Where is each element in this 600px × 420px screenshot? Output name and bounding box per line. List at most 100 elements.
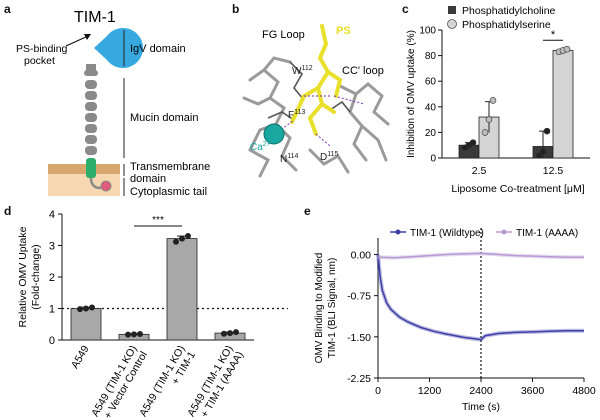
c-y-axis-label: Inhibition of OMV uptake (%): [406, 30, 417, 158]
e-y-tick-label: -0.75: [347, 291, 371, 303]
d-x-tick-label-line: A549: [69, 343, 92, 370]
d-y-tick-label: 4: [49, 209, 55, 221]
d-x-tick-label: A549: [69, 343, 92, 370]
calcium-ion: [263, 123, 285, 145]
n114-label: N114: [280, 153, 299, 165]
domain-igv: IgV domain: [130, 43, 186, 55]
c-x-tick-label: 12.5: [543, 165, 564, 177]
e-y-axis-label: OMV Binding to Modified: [314, 253, 325, 364]
ps-label: PS: [336, 25, 351, 37]
d-y-tick-label: 1: [49, 304, 55, 316]
protein-sticks-dark: [267, 61, 351, 121]
d-y-tick-label: 3: [49, 241, 55, 253]
d-data-point: [233, 329, 239, 336]
d-data-point: [173, 238, 179, 245]
tm-domain-shape: [86, 158, 96, 178]
membrane: [48, 164, 120, 174]
d-data-point: [227, 330, 233, 337]
c-y-tick-label: 80: [425, 51, 437, 62]
fg-loop-label: FG Loop: [262, 29, 305, 41]
c-legend-marker: [448, 6, 456, 14]
chart-d: 0 1 2 3 4 Relative OMV Uptake (Fold-change) A54…: [17, 209, 288, 420]
tim1-schematic: TIM-1 PS-binding pocket IgV domain Mucin…: [16, 9, 210, 198]
e-x-tick-label: 4800: [572, 385, 596, 397]
igv-domain-shape: [94, 28, 143, 68]
pocket-arrow: [65, 35, 89, 47]
c-data-point: [481, 129, 489, 136]
panel-label-d: d: [4, 204, 12, 218]
e-y-tick-label: -1.50: [347, 332, 371, 344]
d-y-tick-label: 0: [49, 335, 55, 347]
e-legend-marker: [395, 229, 401, 235]
e-x-tick-label: 1200: [418, 385, 442, 397]
ps-ligand: [290, 24, 343, 136]
e-series-line: [377, 252, 584, 259]
e-legend-label: TIM-1 (Wildtype): [410, 228, 484, 239]
c-data-point: [563, 45, 571, 53]
c-data-point: [543, 127, 551, 135]
tim1-title: TIM-1: [74, 9, 116, 26]
c-legend-label: Phosphatidylserine: [462, 19, 551, 31]
d-bar: [70, 308, 102, 341]
c-data-point: [539, 148, 547, 155]
d-bar: [166, 238, 198, 341]
c-data-point: [489, 97, 497, 104]
e-y-tick-label: 0.00: [351, 249, 372, 261]
chart-e: 0.00 -0.75 -1.50 -2.25 0 1200 2400 3600 4800 Time…: [314, 228, 596, 413]
c-y-tick-label: 100: [419, 26, 436, 37]
domain-cyto: Cytoplasmic tail: [130, 186, 207, 198]
panel-label-c: c: [402, 2, 409, 16]
mucin-stalk: [85, 80, 97, 155]
domain-tm-1: Transmembrane: [130, 161, 210, 173]
c-y-tick-label: 40: [425, 102, 437, 113]
cytoplasm: [48, 174, 120, 196]
d-data-point: [185, 233, 191, 240]
c-data-point: [469, 139, 477, 146]
e-x-axis-label: Time (s): [462, 401, 500, 413]
c-y-tick-label: 60: [425, 77, 437, 88]
d-data-point: [179, 235, 185, 242]
d-data-point: [137, 331, 143, 338]
e-y-axis-label-2: TIM-1 (BLI Signal, nm): [327, 258, 338, 359]
c-significance-label: *: [551, 29, 556, 41]
c-x-tick-label: 2.5: [472, 165, 487, 177]
c-data-point: [485, 116, 493, 123]
neck-1: [86, 64, 96, 70]
neck-2: [84, 70, 98, 76]
d-data-point: [125, 331, 131, 338]
pocket-arrowhead: [84, 34, 91, 40]
e-y-tick-label: -2.25: [347, 373, 371, 385]
ca-label: Ca2+: [250, 141, 271, 153]
domain-tm-2: domain: [130, 173, 166, 185]
e-legend-marker: [501, 229, 507, 235]
d-data-point: [77, 306, 83, 313]
c-y-tick-label: 0: [430, 154, 436, 165]
panel-label-b: b: [232, 2, 240, 16]
d-data-point: [89, 304, 95, 311]
e-x-tick-label: 2400: [469, 385, 493, 397]
protein-sticks: [242, 56, 390, 178]
c-legend-label: Phosphatidylcholine: [462, 5, 556, 17]
structure-illustration: FG Loop CC' loop PS W112 F113 Ca2+ N114 …: [242, 24, 390, 178]
d-y-axis-label-2: (Fold-change): [30, 244, 42, 309]
c-x-axis-label: Liposome Co-treatment [μM]: [451, 183, 584, 195]
f113-label: F113: [288, 109, 305, 121]
e-series-line: [377, 254, 584, 341]
d-y-tick-label: 2: [49, 272, 55, 284]
c-y-tick-label: 20: [425, 128, 437, 139]
e-x-tick-label: 3600: [521, 385, 545, 397]
tail-dot: [100, 180, 112, 192]
e-legend-label: TIM-1 (AAAA): [516, 228, 578, 239]
pocket-label-2: pocket: [24, 55, 55, 67]
d-significance-label: ***: [152, 215, 164, 226]
e-x-tick-label: 0: [375, 385, 381, 397]
w112-label: W112: [292, 65, 313, 77]
d-data-point: [221, 330, 227, 337]
c-bar: [552, 50, 574, 159]
domain-mucin: Mucin domain: [130, 112, 198, 124]
d115-label: D115: [320, 151, 339, 163]
cc-loop-label: CC' loop: [342, 65, 384, 77]
panel-label-e: e: [304, 204, 311, 218]
c-legend-marker: [447, 19, 457, 29]
pocket-label-1: PS-binding: [16, 43, 68, 55]
